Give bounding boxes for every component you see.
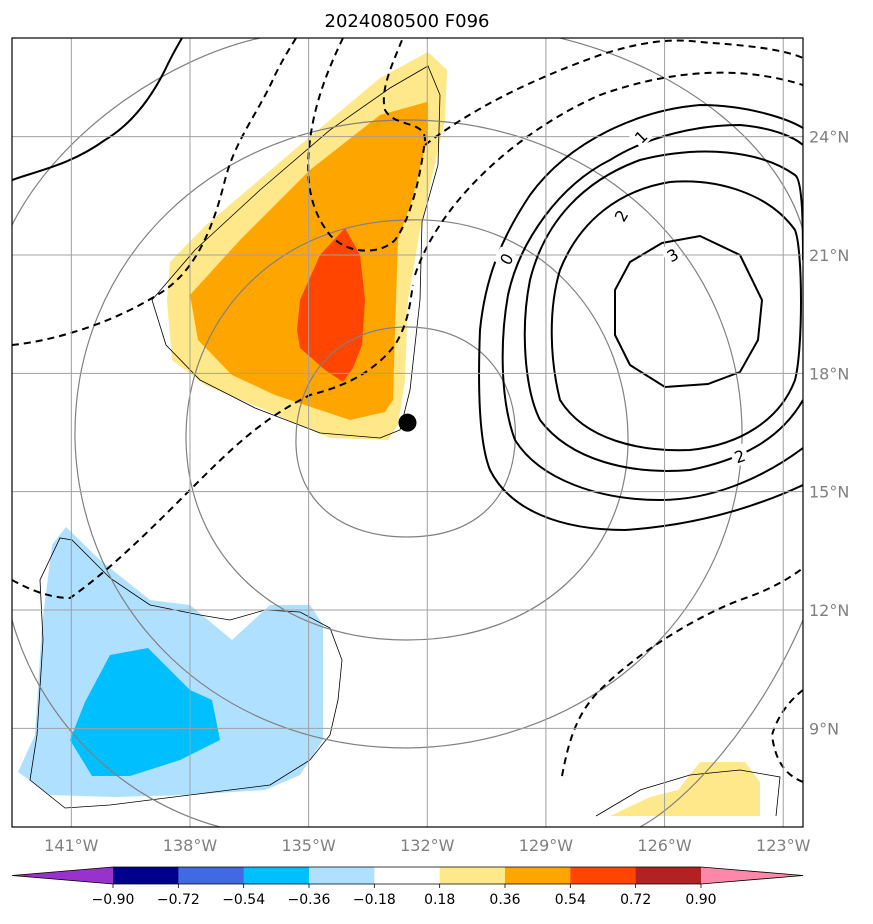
lat-tick-label: 24°N [809, 128, 849, 147]
colorbar-tick-label: −0.18 [353, 892, 396, 908]
dashed-contour-c [424, 39, 803, 146]
colorbar-tick-label: 0.54 [555, 892, 586, 908]
contour-label-bg [627, 123, 653, 149]
lat-tick-label: 21°N [809, 246, 849, 265]
colorbar-segment [505, 867, 571, 884]
contour-label-bg [660, 241, 684, 267]
lon-tick-label: 129°W [519, 836, 574, 855]
lat-tick-label: 12°N [809, 601, 849, 620]
gray-contour-ring-3 [74, 119, 743, 749]
outline-contour-southwest [29, 537, 343, 809]
dashed-contour-d [12, 284, 414, 600]
axis-tick-labels: 141°W 138°W 135°W 132°W 129°W 126°W 123°W9°N12… [44, 128, 849, 855]
map-frame [11, 37, 804, 828]
lon-tick-label: 141°W [44, 836, 99, 855]
dashed-contour-b [307, 38, 427, 252]
lon-tick-label: 126°W [637, 836, 692, 855]
dashed-contour-f [561, 567, 803, 777]
solid-contour-0 [478, 103, 803, 532]
filled-contours [18, 52, 760, 816]
colorbar-tick-label: 0.72 [620, 892, 651, 908]
dashed-contour-g [770, 689, 803, 783]
contour-label: 1 [631, 127, 652, 148]
colorbar-segment [178, 867, 245, 884]
colorbar-extend-high [701, 867, 803, 884]
contour-label-bg [607, 203, 633, 227]
positive-anomaly-red-region [297, 228, 365, 382]
solid-contour-2-inner [550, 180, 802, 452]
colorbar-tick-label: −0.90 [92, 892, 135, 908]
lat-tick-label: 9°N [809, 719, 839, 738]
colorbar-extend-low [12, 867, 113, 884]
colorbar-tick-label: 0.18 [424, 892, 455, 908]
solid-contour-1 [501, 123, 803, 502]
colorbar-segment [113, 867, 179, 884]
contour-label-bg [492, 246, 519, 271]
colorbar: −0.90 −0.72 −0.54 −0.36 −0.18 0.18 0.36 0.54 0.7… [11, 866, 804, 908]
contour-label-bg [728, 443, 751, 468]
lon-tick-label: 123°W [756, 836, 811, 855]
colorbar-segment [243, 867, 310, 884]
outline-contour-southeast [595, 769, 781, 817]
colorbar-segment [570, 867, 637, 884]
storm-center-marker [398, 413, 417, 432]
positive-anomaly-sw-corner [610, 762, 760, 816]
solid-contour-northwest [12, 38, 183, 181]
lat-tick-label: 15°N [809, 483, 849, 502]
gray-contours [12, 38, 803, 827]
colorbar-segment [439, 867, 506, 884]
solid-black-contours [12, 38, 803, 532]
figure-title: 2024080500 F096 [325, 11, 490, 32]
colorbar-segment [309, 867, 375, 884]
colorbar-segment [635, 867, 702, 884]
colorbar-tick-label: 0.36 [489, 892, 520, 908]
lon-tick-label: 135°W [281, 836, 336, 855]
dashed-contour-e [414, 71, 803, 276]
colorbar-segment [374, 867, 441, 884]
dashed-contour-a [12, 38, 297, 346]
solid-contour-2 [523, 150, 803, 472]
solid-contour-3 [614, 234, 764, 389]
colorbar-tick-label: 0.90 [685, 892, 716, 908]
gray-contour-arc-outer [12, 38, 803, 827]
gray-contour-ring-1 [295, 326, 517, 538]
lon-tick-label: 138°W [163, 836, 218, 855]
colorbar-tick-label: −0.36 [288, 892, 331, 908]
colorbar-tick-label: −0.54 [222, 892, 265, 908]
gray-contour-ring-2 [185, 219, 629, 641]
lat-tick-label: 18°N [809, 364, 849, 383]
colorbar-tick-label: −0.72 [157, 892, 200, 908]
lon-tick-label: 132°W [400, 836, 455, 855]
negative-anomaly-blue-region [70, 648, 220, 776]
